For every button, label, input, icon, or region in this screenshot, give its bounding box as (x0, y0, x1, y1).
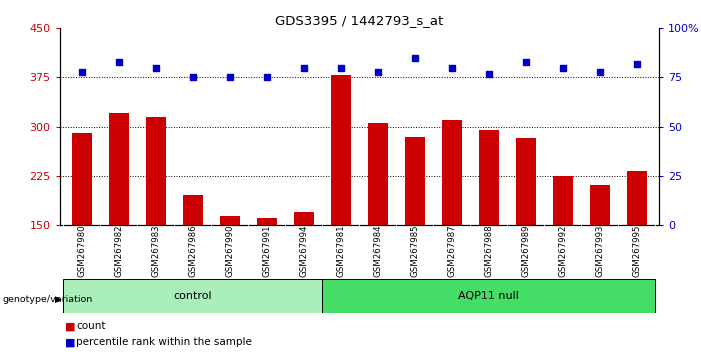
Text: count: count (76, 321, 106, 331)
Text: GSM267981: GSM267981 (336, 225, 346, 277)
Point (409, 55, 421, 61)
Point (594, 69, 606, 74)
Bar (63, 279, 322, 313)
Bar (72, 133, 92, 323)
Point (446, 65, 457, 70)
Text: GSM267992: GSM267992 (558, 225, 567, 277)
Point (335, 65, 346, 70)
Point (520, 59, 531, 64)
Bar (404, 137, 425, 323)
Point (261, 75, 273, 80)
Text: GSM267982: GSM267982 (114, 225, 123, 277)
Point (298, 65, 309, 70)
Text: GSM267990: GSM267990 (225, 225, 234, 277)
Title: GDS3395 / 1442793_s_at: GDS3395 / 1442793_s_at (275, 14, 444, 27)
Bar (182, 195, 203, 323)
Text: GSM267989: GSM267989 (522, 225, 530, 277)
Bar (109, 113, 129, 323)
Text: GSM267987: GSM267987 (447, 225, 456, 277)
Bar (294, 212, 314, 323)
Bar (515, 138, 536, 323)
Text: GSM267995: GSM267995 (632, 225, 641, 277)
Text: GSM267993: GSM267993 (595, 225, 604, 277)
Point (224, 75, 236, 80)
Point (483, 71, 494, 76)
Text: GSM267985: GSM267985 (410, 225, 419, 277)
Point (150, 65, 161, 70)
Bar (146, 117, 166, 323)
Text: GSM267983: GSM267983 (151, 225, 161, 277)
Point (557, 65, 569, 70)
Point (187, 75, 198, 80)
Point (113, 59, 124, 64)
Text: GSM267988: GSM267988 (484, 225, 494, 277)
Point (631, 61, 642, 67)
Bar (322, 279, 655, 313)
Bar (552, 176, 573, 323)
Text: ■: ■ (64, 321, 75, 331)
Bar (257, 218, 277, 323)
Bar (331, 75, 351, 323)
Bar (627, 171, 647, 323)
Text: genotype/variation: genotype/variation (2, 295, 93, 304)
Text: GSM267980: GSM267980 (77, 225, 86, 277)
Text: GSM267994: GSM267994 (299, 225, 308, 277)
Text: ▶: ▶ (55, 295, 62, 304)
Text: percentile rank within the sample: percentile rank within the sample (76, 337, 252, 347)
Text: GSM267986: GSM267986 (189, 225, 197, 277)
Point (76, 69, 88, 74)
Bar (442, 120, 462, 323)
Point (372, 69, 383, 74)
Bar (590, 185, 610, 323)
Bar (219, 216, 240, 323)
Text: AQP11 null: AQP11 null (458, 291, 519, 301)
Bar (367, 123, 388, 323)
Text: control: control (173, 291, 212, 301)
Text: ■: ■ (64, 337, 75, 347)
Text: GSM267984: GSM267984 (373, 225, 382, 277)
Bar (479, 131, 499, 323)
Text: GSM267991: GSM267991 (262, 225, 271, 277)
